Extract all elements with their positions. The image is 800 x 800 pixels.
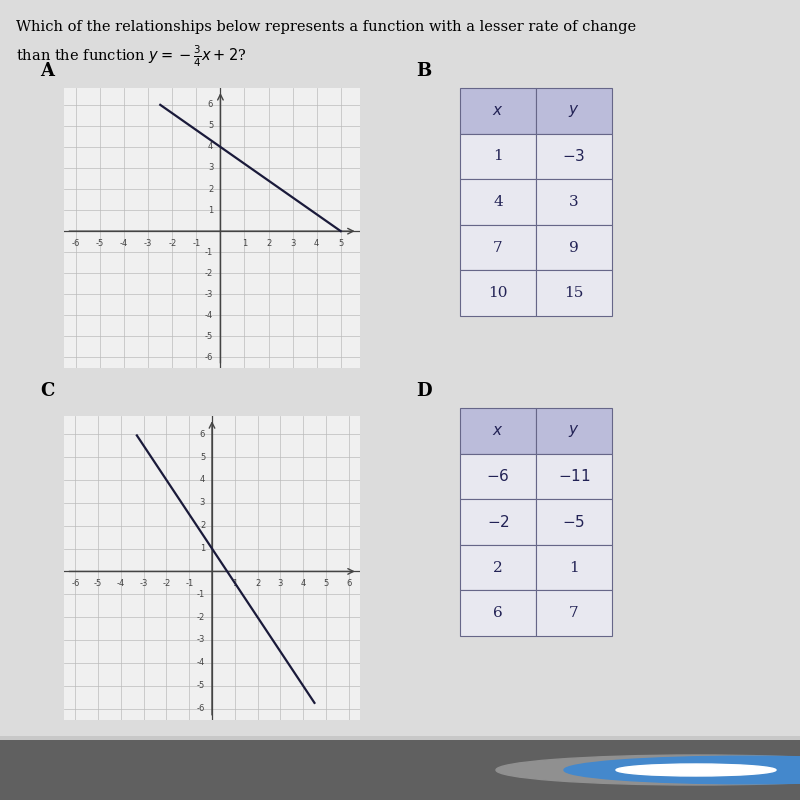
Text: 4: 4 (301, 579, 306, 589)
Text: -3: -3 (144, 238, 153, 247)
Text: 2: 2 (255, 579, 260, 589)
Text: -6: -6 (197, 704, 205, 713)
Text: Which of the relationships below represents a function with a lesser rate of cha: Which of the relationships below represe… (16, 20, 636, 34)
Text: B: B (416, 62, 431, 80)
Text: -6: -6 (71, 579, 79, 589)
Text: -6: -6 (72, 238, 80, 247)
Text: -1: -1 (185, 579, 194, 589)
Text: 2: 2 (208, 185, 214, 194)
Text: 2: 2 (493, 561, 503, 574)
Text: 1: 1 (242, 238, 247, 247)
Text: $x$: $x$ (492, 104, 504, 118)
Text: 3: 3 (569, 195, 579, 209)
Text: $y$: $y$ (568, 422, 580, 438)
Text: -6: -6 (205, 353, 214, 362)
Text: -5: -5 (94, 579, 102, 589)
Text: $-11$: $-11$ (558, 469, 590, 485)
Text: -2: -2 (205, 269, 214, 278)
Text: 7: 7 (569, 606, 579, 620)
Text: $-3$: $-3$ (562, 149, 586, 164)
Text: C: C (40, 382, 54, 400)
Text: 5: 5 (200, 453, 205, 462)
Text: 1: 1 (569, 561, 579, 574)
Text: -4: -4 (205, 311, 214, 320)
Text: 3: 3 (290, 238, 295, 247)
Text: -2: -2 (168, 238, 177, 247)
Text: -3: -3 (197, 635, 205, 645)
Text: 3: 3 (200, 498, 205, 507)
Text: 4: 4 (314, 238, 319, 247)
Text: 5: 5 (323, 579, 329, 589)
Text: 4: 4 (493, 195, 503, 209)
Text: 5: 5 (338, 238, 343, 247)
Text: -5: -5 (96, 238, 104, 247)
Text: $-2$: $-2$ (486, 514, 510, 530)
Text: 2: 2 (266, 238, 271, 247)
Text: $-5$: $-5$ (562, 514, 586, 530)
Text: 3: 3 (278, 579, 283, 589)
Text: 1: 1 (493, 150, 503, 163)
Text: 6: 6 (200, 430, 205, 438)
Text: 3: 3 (208, 163, 214, 173)
Text: 7: 7 (493, 241, 503, 254)
Circle shape (496, 755, 800, 785)
Text: -1: -1 (205, 248, 214, 257)
Text: 4: 4 (200, 475, 205, 485)
Text: $-6$: $-6$ (486, 469, 510, 485)
Text: 15: 15 (564, 286, 584, 300)
Text: A: A (40, 62, 54, 80)
Text: -4: -4 (197, 658, 205, 667)
Text: 4: 4 (208, 142, 214, 151)
Text: -4: -4 (117, 579, 125, 589)
Text: 9: 9 (569, 241, 579, 254)
Text: -5: -5 (205, 332, 214, 341)
Circle shape (564, 756, 800, 784)
Text: 2: 2 (200, 522, 205, 530)
Circle shape (616, 764, 776, 776)
Text: 6: 6 (346, 579, 351, 589)
Text: -5: -5 (197, 682, 205, 690)
Text: 1: 1 (208, 206, 214, 214)
Text: $y$: $y$ (568, 102, 580, 118)
Text: -3: -3 (205, 290, 214, 299)
Text: 6: 6 (208, 100, 214, 110)
Text: 1: 1 (232, 579, 238, 589)
Text: -4: -4 (120, 238, 128, 247)
Text: 1: 1 (200, 544, 205, 553)
Text: 10: 10 (488, 286, 508, 300)
Text: -1: -1 (192, 238, 201, 247)
Text: -2: -2 (197, 613, 205, 622)
Text: -2: -2 (162, 579, 170, 589)
Text: 5: 5 (208, 122, 214, 130)
Text: -3: -3 (139, 579, 148, 589)
Text: D: D (416, 382, 432, 400)
Text: 6: 6 (493, 606, 503, 620)
Text: $x$: $x$ (492, 424, 504, 438)
Text: than the function $y = -\frac{3}{4}x + 2$?: than the function $y = -\frac{3}{4}x + 2… (16, 44, 246, 70)
Text: -1: -1 (197, 590, 205, 598)
